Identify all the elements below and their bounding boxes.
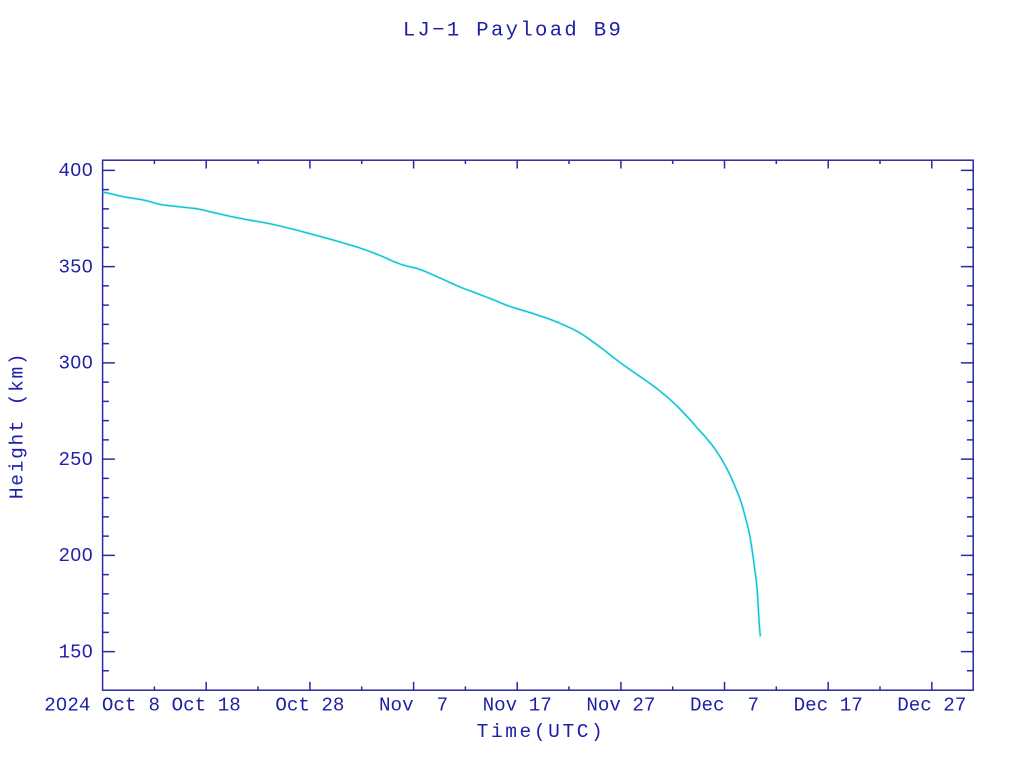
- svg-text:Nov 17: Nov 17: [483, 695, 552, 717]
- svg-text:Dec 17: Dec 17: [794, 695, 863, 717]
- svg-text:Oct 18: Oct 18: [172, 695, 241, 717]
- svg-text:Nov 27: Nov 27: [586, 695, 655, 717]
- svg-text:Dec 7: Dec 7: [690, 695, 759, 717]
- svg-text:8: 8: [149, 695, 161, 717]
- svg-text:150: 150: [58, 641, 93, 663]
- svg-text:350: 350: [58, 256, 93, 278]
- svg-text:2024 Oct: 2024 Oct: [44, 695, 136, 717]
- svg-text:Oct 28: Oct 28: [275, 695, 344, 717]
- svg-text:Nov 7: Nov 7: [379, 695, 448, 717]
- svg-text:Dec 27: Dec 27: [897, 695, 966, 717]
- svg-text:Height (km): Height (km): [7, 352, 29, 499]
- svg-text:LJ−1 Payload B9: LJ−1 Payload B9: [403, 20, 623, 43]
- svg-text:250: 250: [58, 449, 93, 471]
- svg-text:Time(UTC): Time(UTC): [477, 721, 606, 743]
